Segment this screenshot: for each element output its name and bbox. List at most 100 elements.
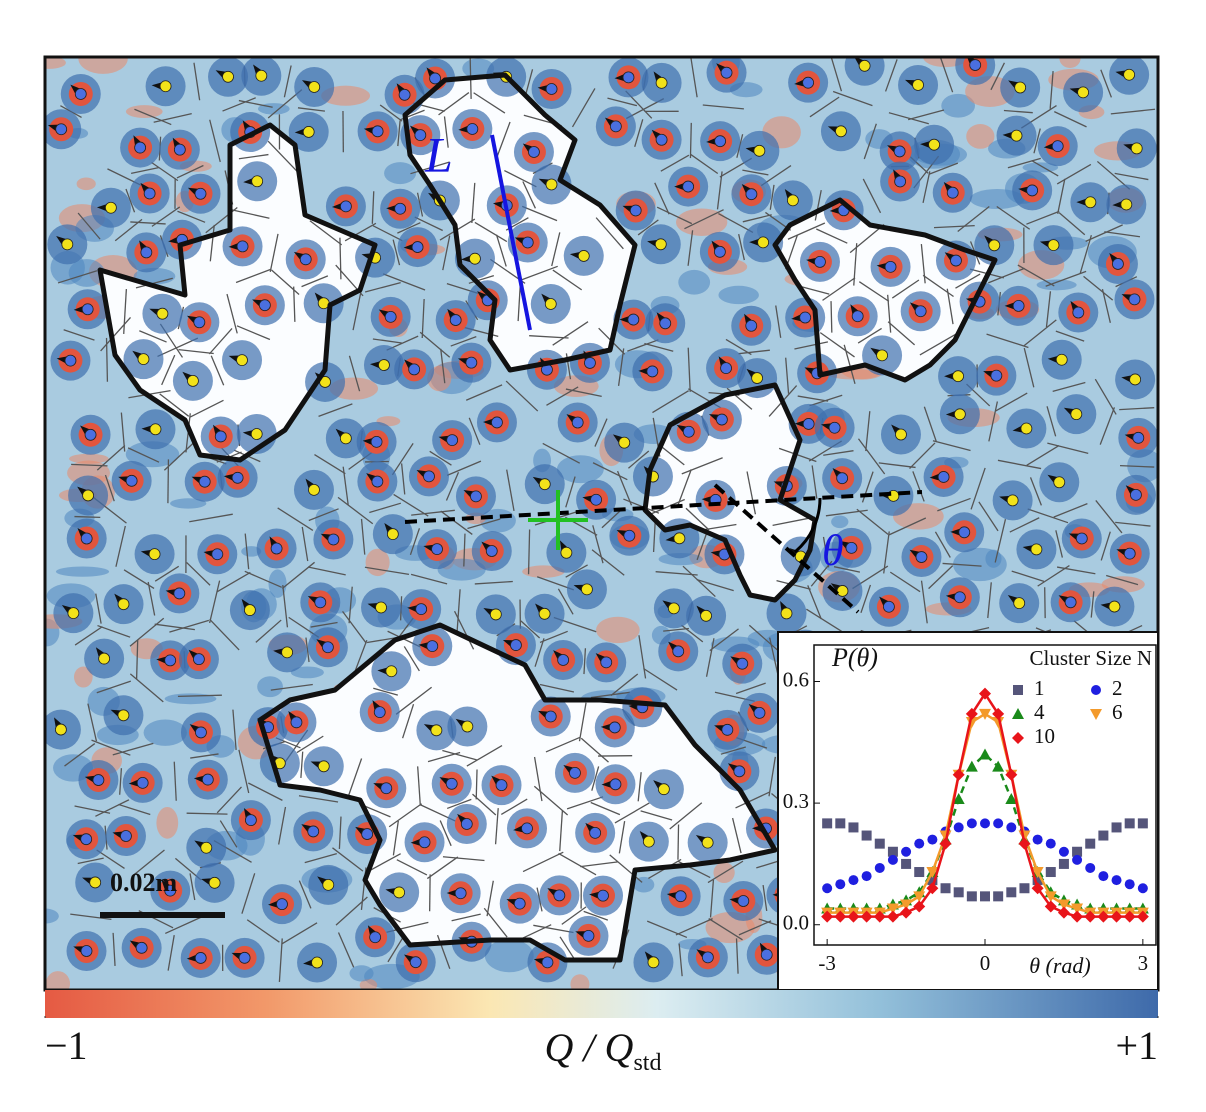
cell-edge — [552, 321, 589, 346]
particle-core — [1064, 596, 1077, 609]
legend-label: 2 — [1112, 676, 1123, 700]
cell-edge — [373, 687, 398, 696]
cell-edge — [591, 549, 625, 576]
cell-edge — [709, 879, 715, 918]
cell-edge — [442, 235, 451, 271]
cell-edge — [222, 97, 256, 112]
cell-edge — [736, 134, 744, 158]
cell-edge — [442, 749, 477, 761]
particle-core — [187, 375, 199, 387]
cell-edge — [74, 626, 103, 646]
cell-edge — [339, 237, 342, 280]
cell-edge — [571, 88, 596, 128]
cell-edge — [419, 331, 451, 358]
particle-core — [409, 956, 422, 969]
cluster-outline — [772, 197, 998, 383]
cell-edge — [533, 756, 543, 802]
cell-edge — [652, 521, 656, 553]
cell-edge — [301, 526, 309, 562]
cell-edge — [940, 57, 954, 93]
particle-core — [884, 260, 897, 273]
particle-core — [61, 238, 74, 251]
field-map — [45, 57, 1158, 990]
cell-edge — [129, 673, 164, 703]
cell-edge — [669, 802, 703, 830]
particle-core — [369, 931, 382, 944]
data-point — [980, 891, 990, 902]
data-point — [1057, 899, 1070, 911]
cell-edge — [1046, 406, 1057, 437]
particle-core — [802, 76, 815, 89]
cell-edge — [504, 169, 537, 188]
particle-core — [208, 876, 221, 889]
cell-edge — [696, 532, 708, 561]
data-point — [1136, 910, 1149, 923]
cell-edge — [154, 623, 195, 631]
cell-edge — [583, 648, 587, 675]
cell-edge — [517, 283, 522, 322]
cell-edge — [230, 208, 270, 219]
particle-core — [1077, 86, 1089, 99]
cell-edge — [397, 120, 401, 147]
particle-core — [597, 889, 609, 902]
cell-edge — [997, 459, 1042, 470]
data-point — [965, 717, 978, 729]
cell-edge — [1055, 330, 1085, 342]
cell-edge — [677, 824, 680, 860]
cell-edge — [933, 225, 975, 229]
cell-edge — [522, 181, 537, 209]
particle-core — [701, 951, 714, 964]
particle-core — [757, 236, 770, 249]
cell-edge — [843, 344, 856, 384]
cell-edge — [858, 281, 890, 302]
particle-core — [1014, 81, 1027, 94]
cell-edge — [352, 289, 362, 331]
particle-core — [1108, 600, 1121, 613]
particle-core — [308, 81, 321, 93]
cell-edge — [60, 105, 82, 119]
particle-core — [371, 475, 384, 488]
particle-core — [627, 313, 640, 326]
legend-marker — [1091, 685, 1101, 695]
cell-edge — [391, 443, 414, 476]
data-point — [966, 818, 977, 829]
cell-edge — [115, 525, 126, 567]
cell-edge — [440, 510, 473, 535]
colorbar-label: Q / Qstd — [545, 1025, 662, 1075]
particle-core — [786, 194, 799, 207]
cell-edge — [822, 536, 830, 568]
cluster-outline — [97, 122, 378, 463]
cell-edge — [647, 498, 685, 516]
cell-edge — [663, 627, 690, 632]
cell-edge — [500, 798, 528, 815]
cell-edge — [244, 570, 282, 588]
cell-edge — [468, 417, 481, 445]
cell-edge — [707, 860, 744, 884]
cell-edge — [267, 140, 299, 173]
cell-edge — [1045, 291, 1052, 328]
cell-edge — [147, 581, 156, 616]
particle-core — [646, 365, 659, 378]
cell-edge — [232, 709, 237, 750]
cell-edge — [64, 743, 96, 767]
particle-core — [557, 654, 570, 666]
data-point — [965, 707, 978, 720]
data-point — [901, 846, 912, 857]
field-blob — [596, 616, 640, 644]
cell-edge — [238, 153, 269, 160]
particle-core — [1051, 140, 1064, 153]
cell-edge — [595, 217, 624, 250]
cell-edge — [1052, 381, 1086, 392]
particle-core — [914, 305, 927, 318]
cell-edge — [1119, 407, 1155, 411]
field-blob — [76, 177, 96, 191]
particle-core — [745, 188, 758, 201]
field-blob — [69, 453, 109, 464]
particle-core — [521, 236, 534, 249]
particle-core — [236, 240, 249, 253]
cell-edge — [348, 586, 353, 624]
field-blob — [966, 124, 995, 149]
particle-core — [577, 250, 590, 262]
cell-edge — [443, 116, 449, 148]
cell-edge — [778, 447, 817, 463]
